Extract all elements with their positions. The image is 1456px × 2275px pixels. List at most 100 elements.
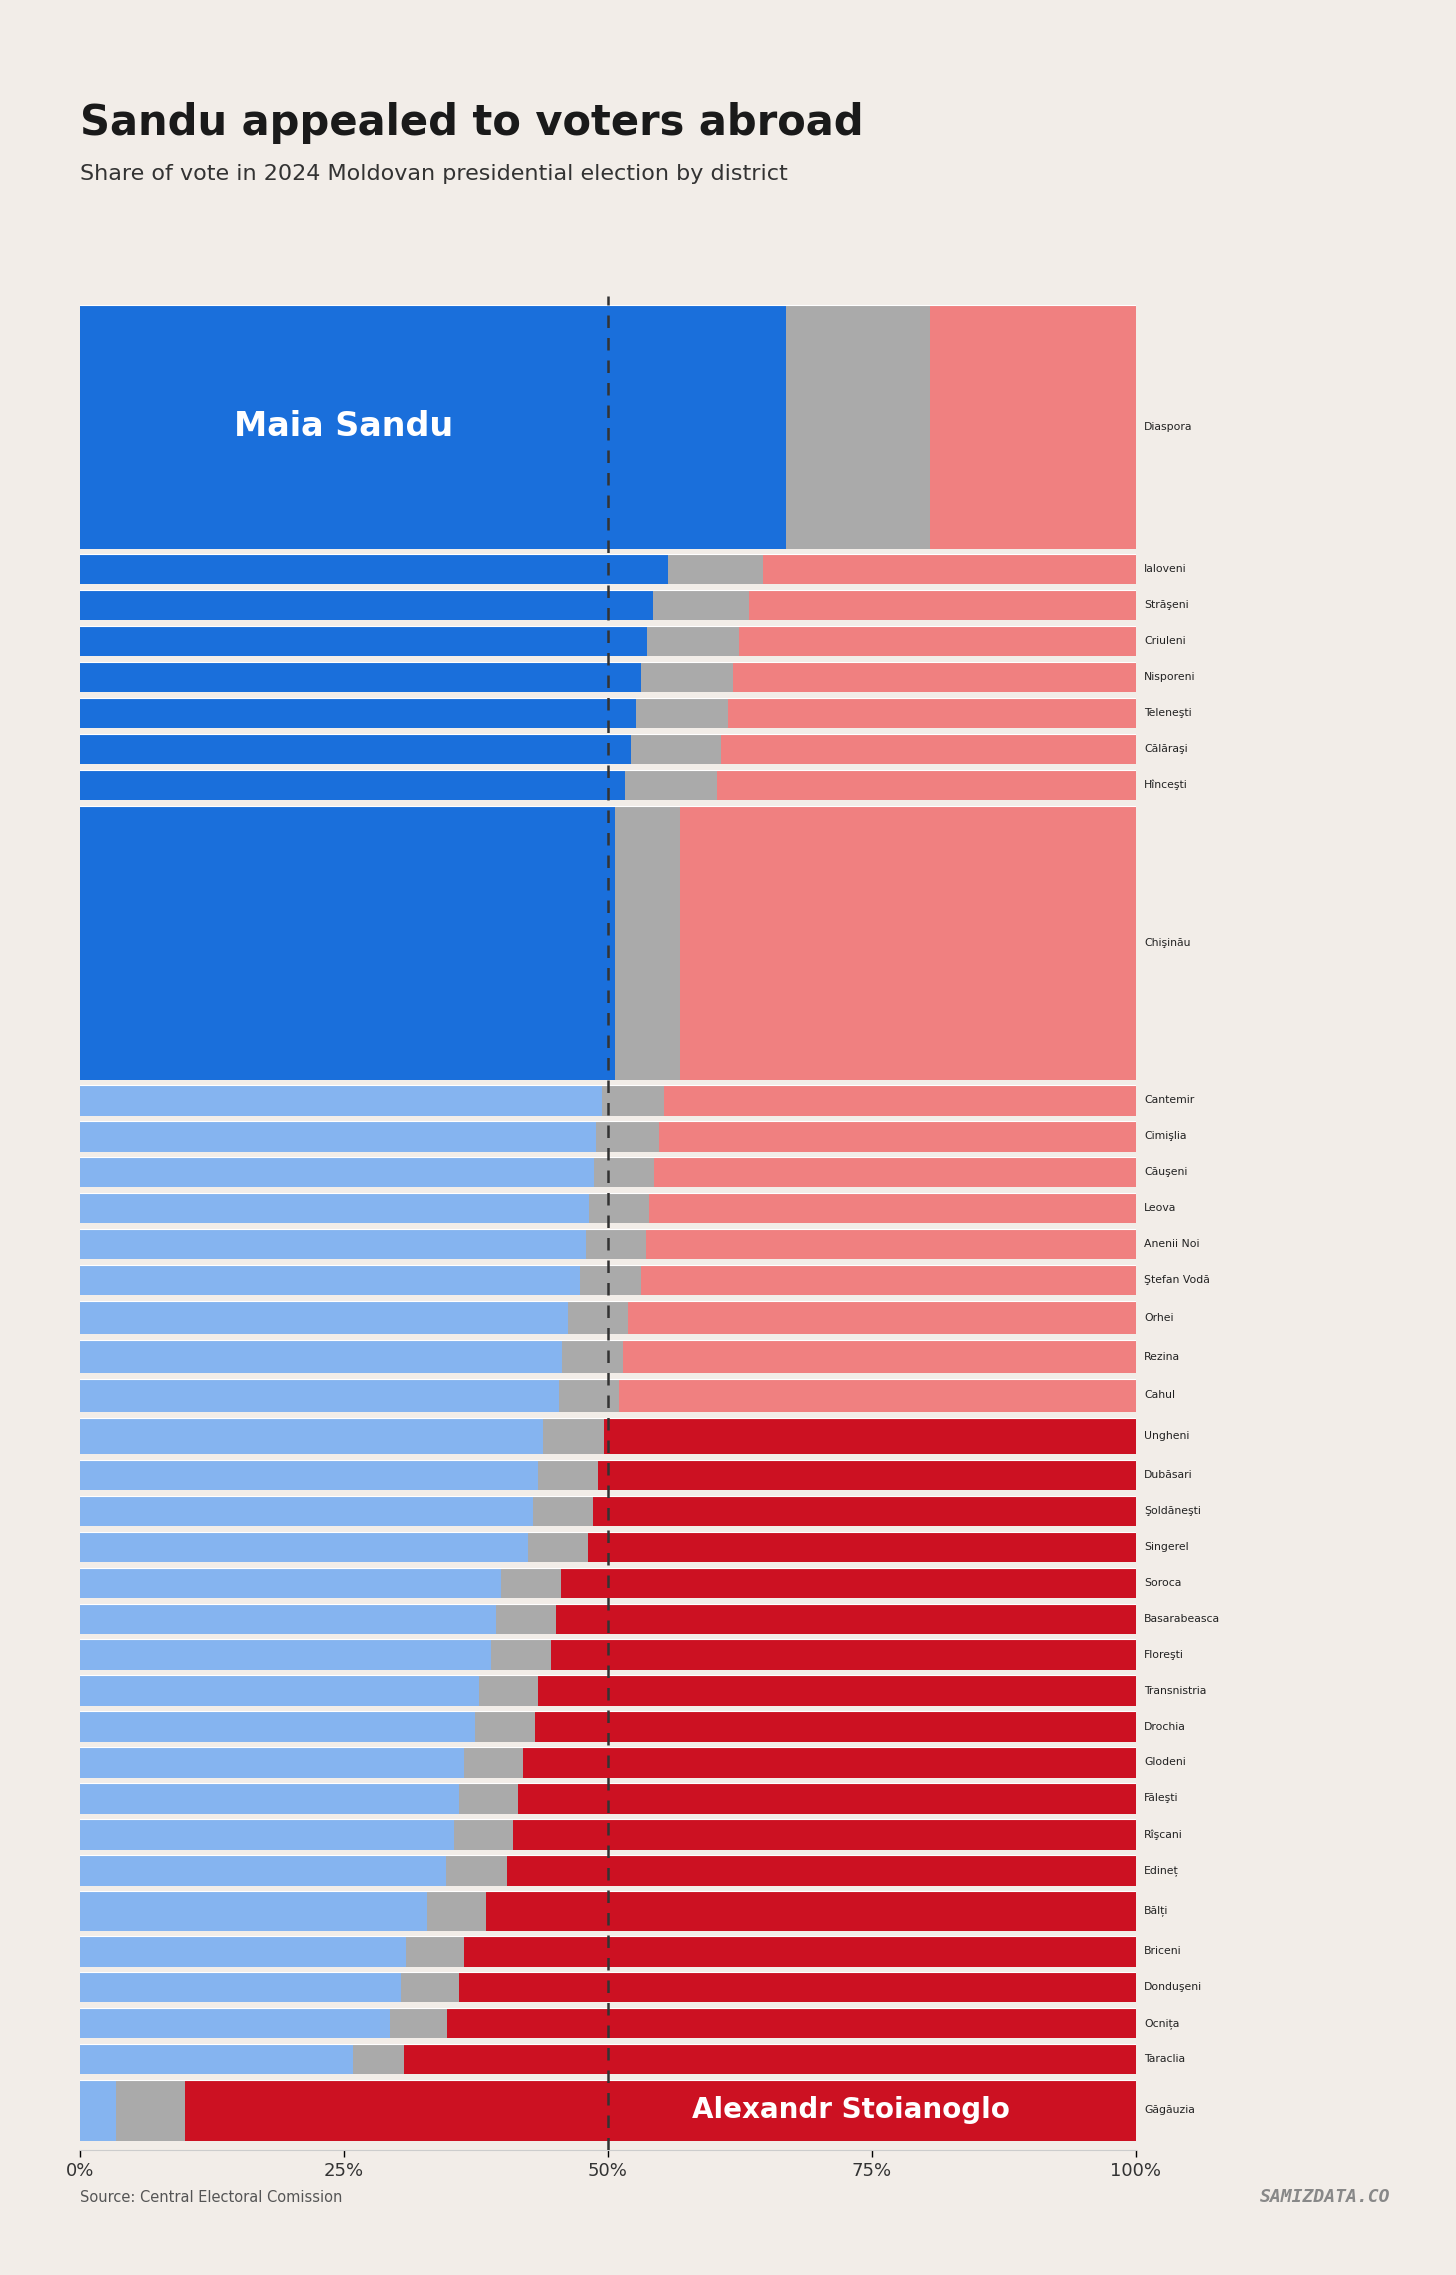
Text: Criuleni: Criuleni: [1144, 637, 1185, 646]
Bar: [588, 1531, 1136, 1563]
Bar: [491, 1640, 550, 1670]
Bar: [486, 1891, 1136, 1931]
Text: Alexandr Stoianoglo: Alexandr Stoianoglo: [692, 2095, 1009, 2125]
Bar: [654, 589, 750, 621]
Bar: [556, 1604, 1136, 1633]
Text: Rezina: Rezina: [1144, 1351, 1181, 1360]
Text: Ştefan Vodă: Ştefan Vodă: [1144, 1274, 1210, 1285]
Text: Făleşti: Făleşti: [1144, 1793, 1178, 1804]
Bar: [459, 1972, 1136, 2002]
Bar: [428, 1891, 486, 1931]
Bar: [80, 698, 636, 728]
Text: Cimişlia: Cimişlia: [1144, 1131, 1187, 1142]
Bar: [354, 2043, 405, 2075]
Bar: [80, 1158, 594, 1188]
Bar: [534, 1711, 1136, 1743]
Bar: [80, 1340, 562, 1374]
Bar: [80, 1379, 559, 1413]
Bar: [630, 735, 721, 764]
Bar: [539, 1674, 1136, 1706]
Bar: [80, 662, 641, 692]
Bar: [80, 1640, 491, 1670]
Bar: [400, 1972, 459, 2002]
Bar: [581, 1265, 641, 1294]
Text: Chişinău: Chişinău: [1144, 937, 1191, 949]
Text: Sandu appealed to voters abroad: Sandu appealed to voters abroad: [80, 102, 863, 143]
Bar: [80, 626, 646, 657]
Text: SAMIZDATA.CO: SAMIZDATA.CO: [1259, 2189, 1390, 2207]
Bar: [496, 1604, 556, 1633]
Bar: [447, 1854, 507, 1886]
Text: Străşeni: Străşeni: [1144, 601, 1188, 610]
Bar: [80, 589, 654, 621]
Text: Edineț: Edineț: [1144, 1866, 1179, 1875]
Bar: [390, 2009, 447, 2038]
Text: Anenii Noi: Anenii Noi: [1144, 1240, 1200, 1249]
Bar: [80, 2043, 354, 2075]
Bar: [734, 662, 1136, 692]
Bar: [80, 1674, 479, 1706]
Text: Floreşti: Floreşti: [1144, 1649, 1184, 1661]
Bar: [80, 1228, 585, 1260]
Bar: [597, 1122, 658, 1151]
Bar: [80, 769, 625, 801]
Bar: [641, 662, 734, 692]
Text: Şoldăneşti: Şoldăneşti: [1144, 1506, 1201, 1515]
Text: Călăraşi: Călăraşi: [1144, 744, 1188, 753]
Bar: [80, 1417, 543, 1454]
Bar: [594, 1158, 654, 1188]
Bar: [585, 1228, 646, 1260]
Text: Singerel: Singerel: [1144, 1542, 1188, 1552]
Bar: [80, 1301, 568, 1333]
Text: Soroca: Soroca: [1144, 1579, 1181, 1588]
Bar: [527, 1531, 588, 1563]
Bar: [543, 1417, 604, 1454]
Bar: [550, 1640, 1136, 1670]
Bar: [507, 1854, 1136, 1886]
Bar: [721, 735, 1136, 764]
Text: Nisporeni: Nisporeni: [1144, 671, 1195, 682]
Bar: [405, 2043, 1136, 2075]
Bar: [80, 1604, 496, 1633]
Bar: [649, 1192, 1136, 1224]
Bar: [598, 1461, 1136, 1490]
Bar: [930, 305, 1136, 548]
Text: Transnistria: Transnistria: [1144, 1686, 1207, 1695]
Text: Source: Central Electoral Comission: Source: Central Electoral Comission: [80, 2191, 342, 2204]
Bar: [568, 1301, 628, 1333]
Bar: [80, 1461, 539, 1490]
Bar: [738, 626, 1136, 657]
Bar: [513, 1820, 1136, 1850]
Bar: [728, 698, 1136, 728]
Bar: [750, 589, 1136, 621]
Bar: [646, 1228, 1136, 1260]
Bar: [668, 555, 763, 585]
Text: Cantemir: Cantemir: [1144, 1094, 1194, 1106]
Text: Taraclia: Taraclia: [1144, 2054, 1185, 2063]
Bar: [501, 1567, 562, 1597]
Text: Orhei: Orhei: [1144, 1313, 1174, 1322]
Text: Hînceşti: Hînceşti: [1144, 780, 1188, 789]
Bar: [80, 1891, 428, 1931]
Bar: [658, 1122, 1136, 1151]
Bar: [646, 626, 738, 657]
Bar: [625, 769, 716, 801]
Bar: [533, 1495, 593, 1527]
Bar: [593, 1495, 1136, 1527]
Bar: [80, 555, 668, 585]
Bar: [680, 805, 1136, 1081]
Bar: [716, 769, 1136, 801]
Text: Maia Sandu: Maia Sandu: [234, 410, 453, 444]
Text: Dubăsari: Dubăsari: [1144, 1470, 1192, 1481]
Bar: [562, 1340, 623, 1374]
Bar: [623, 1340, 1136, 1374]
Text: Ialoveni: Ialoveni: [1144, 564, 1187, 573]
Text: Leova: Leova: [1144, 1203, 1176, 1213]
Bar: [80, 1265, 581, 1294]
Text: Glodeni: Glodeni: [1144, 1759, 1185, 1768]
Bar: [80, 1192, 588, 1224]
Bar: [80, 805, 616, 1081]
Bar: [559, 1379, 619, 1413]
Text: Briceni: Briceni: [1144, 1947, 1182, 1956]
Bar: [80, 1936, 406, 1966]
